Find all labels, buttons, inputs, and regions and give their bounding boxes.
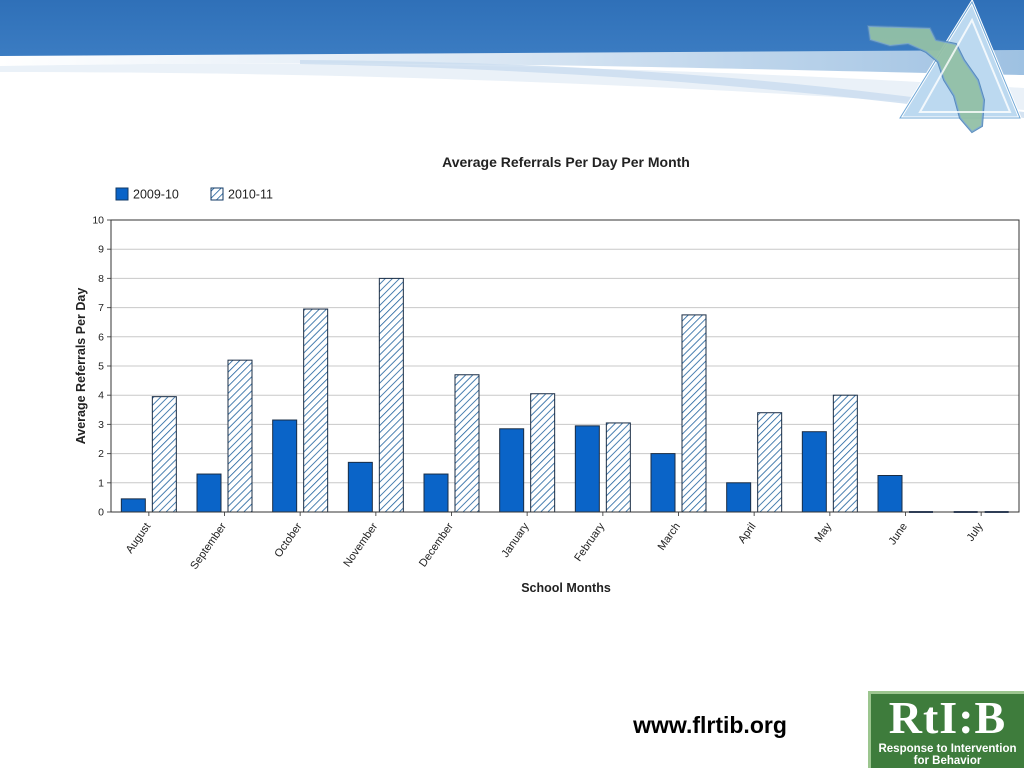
y-tick-label: 6 (98, 331, 104, 343)
x-tick-label: January (499, 520, 532, 559)
x-tick-label: September (188, 521, 229, 572)
plot-area: 0 1 2 3 4 5 6 7 8 9 10 August September October Novemb… (92, 215, 1020, 572)
legend-swatch-2010-11 (210, 187, 224, 201)
x-tick-label: July (965, 520, 986, 543)
y-tick-label: 3 (98, 419, 104, 431)
x-tick-label: May (813, 520, 835, 544)
bar-2009-10 (650, 453, 676, 513)
bar-2010-11 (530, 393, 556, 513)
y-tick-label: 10 (92, 215, 104, 227)
bar-2010-11 (757, 412, 783, 513)
bar-2010-11 (605, 422, 631, 513)
bar-2010-11 (303, 308, 329, 513)
x-tick-label: April (736, 521, 758, 546)
y-tick-label: 4 (98, 390, 104, 402)
y-tick-label: 2 (98, 448, 104, 460)
x-tick-label: November (341, 521, 380, 570)
header-banner (0, 0, 1024, 118)
bar-2009-10 (272, 419, 298, 513)
plot-frame (110, 219, 1020, 513)
bar-2010-11 (378, 277, 404, 513)
x-axis-label: School Months (521, 581, 611, 595)
y-axis-label: Average Referrals Per Day (74, 288, 88, 445)
bar-2010-11 (151, 396, 177, 513)
x-tick-label: March (656, 521, 683, 553)
bar-2009-10 (347, 461, 373, 513)
bar-2009-10 (120, 498, 146, 513)
y-tick-label: 5 (98, 361, 104, 373)
bar-2010-11 (681, 314, 707, 513)
legend-label-2009-10: 2009-10 (133, 188, 179, 202)
website-url[interactable]: www.flrtib.org (633, 712, 787, 738)
rtib-logo-line2: for Behavior (913, 755, 982, 767)
florida-logo (866, 0, 1023, 134)
bar-2009-10 (726, 482, 752, 513)
y-tick-label: 8 (98, 273, 104, 285)
rtib-logo-text: RtI:B (888, 692, 1007, 743)
chart-legend: 2009-10 2010-11 (115, 187, 273, 202)
rtib-logo: RtI:B Response to Intervention for Behav… (868, 691, 1024, 768)
bar-2009-10 (423, 473, 449, 513)
y-tick-label: 0 (98, 507, 104, 519)
bar-2009-10 (574, 425, 600, 513)
y-tick-label: 1 (98, 477, 104, 489)
rtib-logo-line1: Response to Intervention (878, 743, 1017, 755)
bar-2010-11 (832, 394, 858, 513)
bar-2009-10 (801, 431, 827, 513)
bar-2009-10 (499, 428, 525, 513)
x-tick-label: February (572, 520, 607, 563)
x-tick-label: August (124, 521, 153, 556)
legend-label-2010-11: 2010-11 (228, 188, 273, 202)
x-tick-label: June (886, 521, 910, 547)
x-tick-label: December (417, 521, 456, 570)
legend-swatch-2009-10 (115, 187, 129, 201)
x-tick-label: October (272, 521, 304, 560)
bar-2010-11 (454, 374, 480, 513)
referrals-chart: Average Referrals Per Day Per Month 2009… (74, 154, 1020, 595)
bar-2010-11 (227, 359, 253, 513)
y-tick-label: 7 (98, 302, 104, 314)
y-tick-label: 9 (98, 244, 104, 256)
bar-2009-10 (196, 473, 222, 513)
bar-2009-10 (877, 475, 903, 513)
chart-title: Average Referrals Per Day Per Month (442, 154, 690, 170)
